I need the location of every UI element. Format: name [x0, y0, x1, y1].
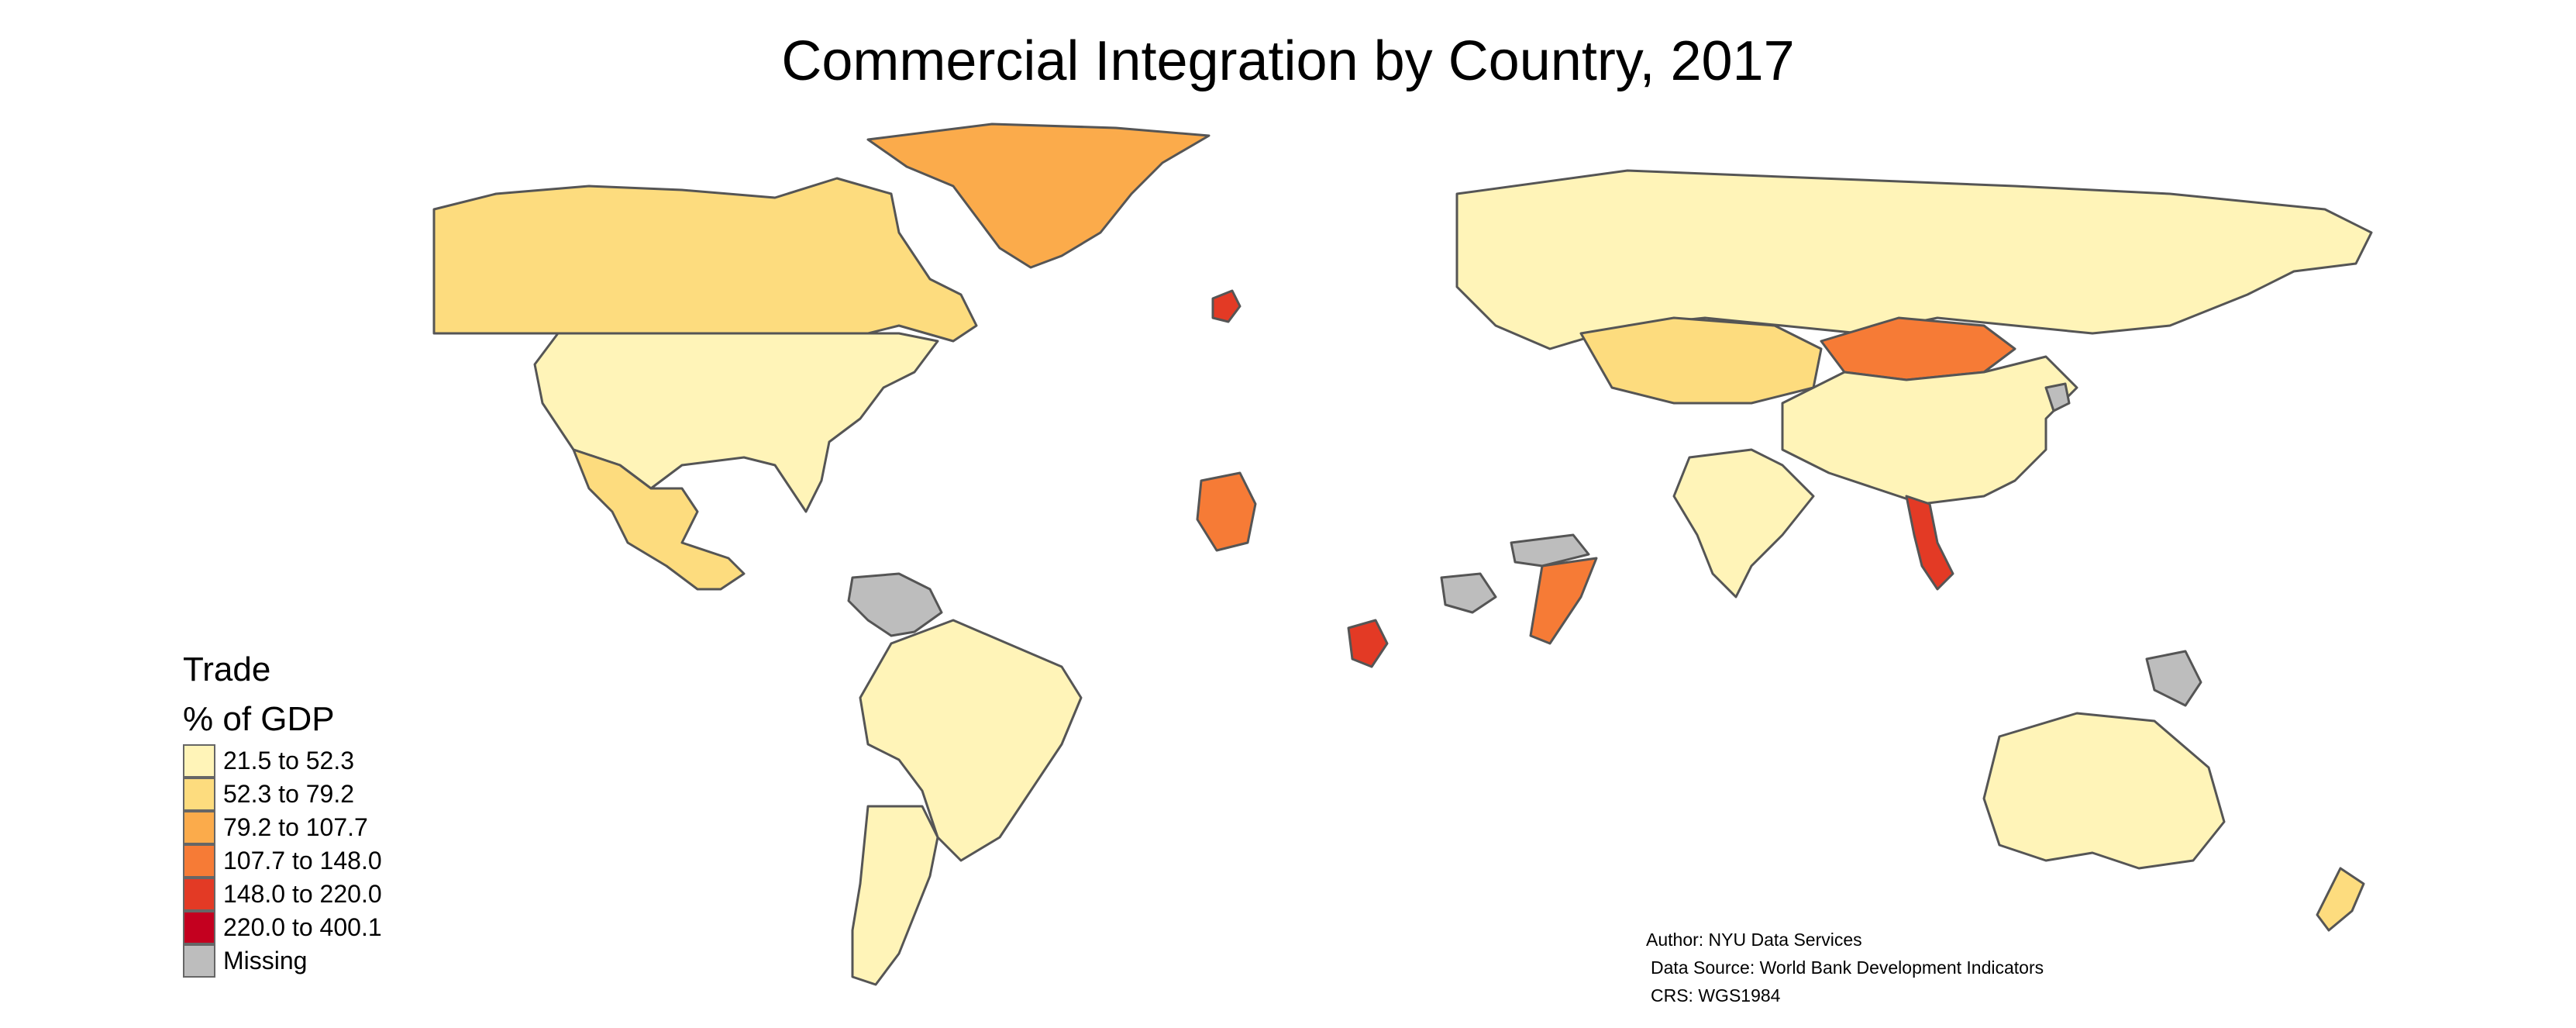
legend-swatch: [183, 744, 215, 778]
credit-crs: CRS: WGS1984: [1651, 985, 1781, 1006]
map-region-papua-new-guinea: [2145, 650, 2202, 707]
map-region-australia: [1982, 712, 2226, 870]
legend-label: 21.5 to 52.3: [223, 747, 355, 774]
map-region-south-sudan: [1440, 572, 1497, 614]
legend: Trade % of GDP 21.5 to 52.3 52.3 to 79.2…: [183, 645, 382, 978]
legend-swatch: [183, 878, 215, 911]
map-region-canada: [432, 177, 978, 343]
legend-label: 79.2 to 107.7: [223, 813, 368, 841]
map-region-somalia: [1529, 557, 1598, 645]
legend-item: 79.2 to 107.7: [183, 811, 382, 844]
legend-item: 107.7 to 148.0: [183, 844, 382, 878]
map-region-north-korea: [2044, 382, 2071, 412]
map-region-greenland: [866, 122, 1211, 269]
map-credits: Author: NYU Data Services Data Source: W…: [1646, 926, 2044, 1009]
map-title: Commercial Integration by Country, 2017: [781, 30, 1795, 92]
legend-subtitle: % of GDP: [183, 700, 335, 738]
credit-author: Author: NYU Data Services: [1646, 930, 1862, 950]
legend-item: 21.5 to 52.3: [183, 744, 382, 778]
legend-label: 148.0 to 220.0: [223, 880, 382, 908]
map-region-venezuela: [847, 572, 943, 637]
map-region-india: [1672, 448, 1815, 599]
map-region-republic-of-congo: [1347, 619, 1389, 668]
legend-item: 220.0 to 400.1: [183, 911, 382, 944]
map-region-vietnam: [1905, 495, 1954, 591]
map-region-argentina: [851, 805, 939, 986]
legend-label: 52.3 to 79.2: [223, 780, 355, 808]
map-region-new-zealand: [2316, 867, 2365, 932]
map-region-brazil: [859, 619, 1083, 862]
legend-swatch: [183, 911, 215, 944]
legend-label: Missing: [223, 947, 308, 975]
legend-item: Missing: [183, 944, 382, 978]
legend-title: Trade: [183, 650, 271, 688]
legend-swatch: [183, 811, 215, 844]
map-region-mexico: [572, 448, 746, 591]
legend-swatch: [183, 944, 215, 978]
legend-swatch: [183, 778, 215, 811]
map-region-china: [1781, 355, 2078, 505]
map-region-ireland: [1211, 289, 1242, 323]
map-region-united-states: [533, 332, 939, 513]
map-region-yemen: [1510, 533, 1590, 567]
legend-swatch: [183, 844, 215, 878]
map-region-mauritania: [1196, 471, 1257, 552]
credit-source: Data Source: World Bank Development Indi…: [1651, 957, 2044, 978]
legend-item: 148.0 to 220.0: [183, 878, 382, 911]
legend-label: 107.7 to 148.0: [223, 847, 382, 874]
legend-label: 220.0 to 400.1: [223, 913, 382, 941]
map-region-kazakhstan: [1579, 316, 1823, 405]
legend-item: 52.3 to 79.2: [183, 778, 382, 811]
